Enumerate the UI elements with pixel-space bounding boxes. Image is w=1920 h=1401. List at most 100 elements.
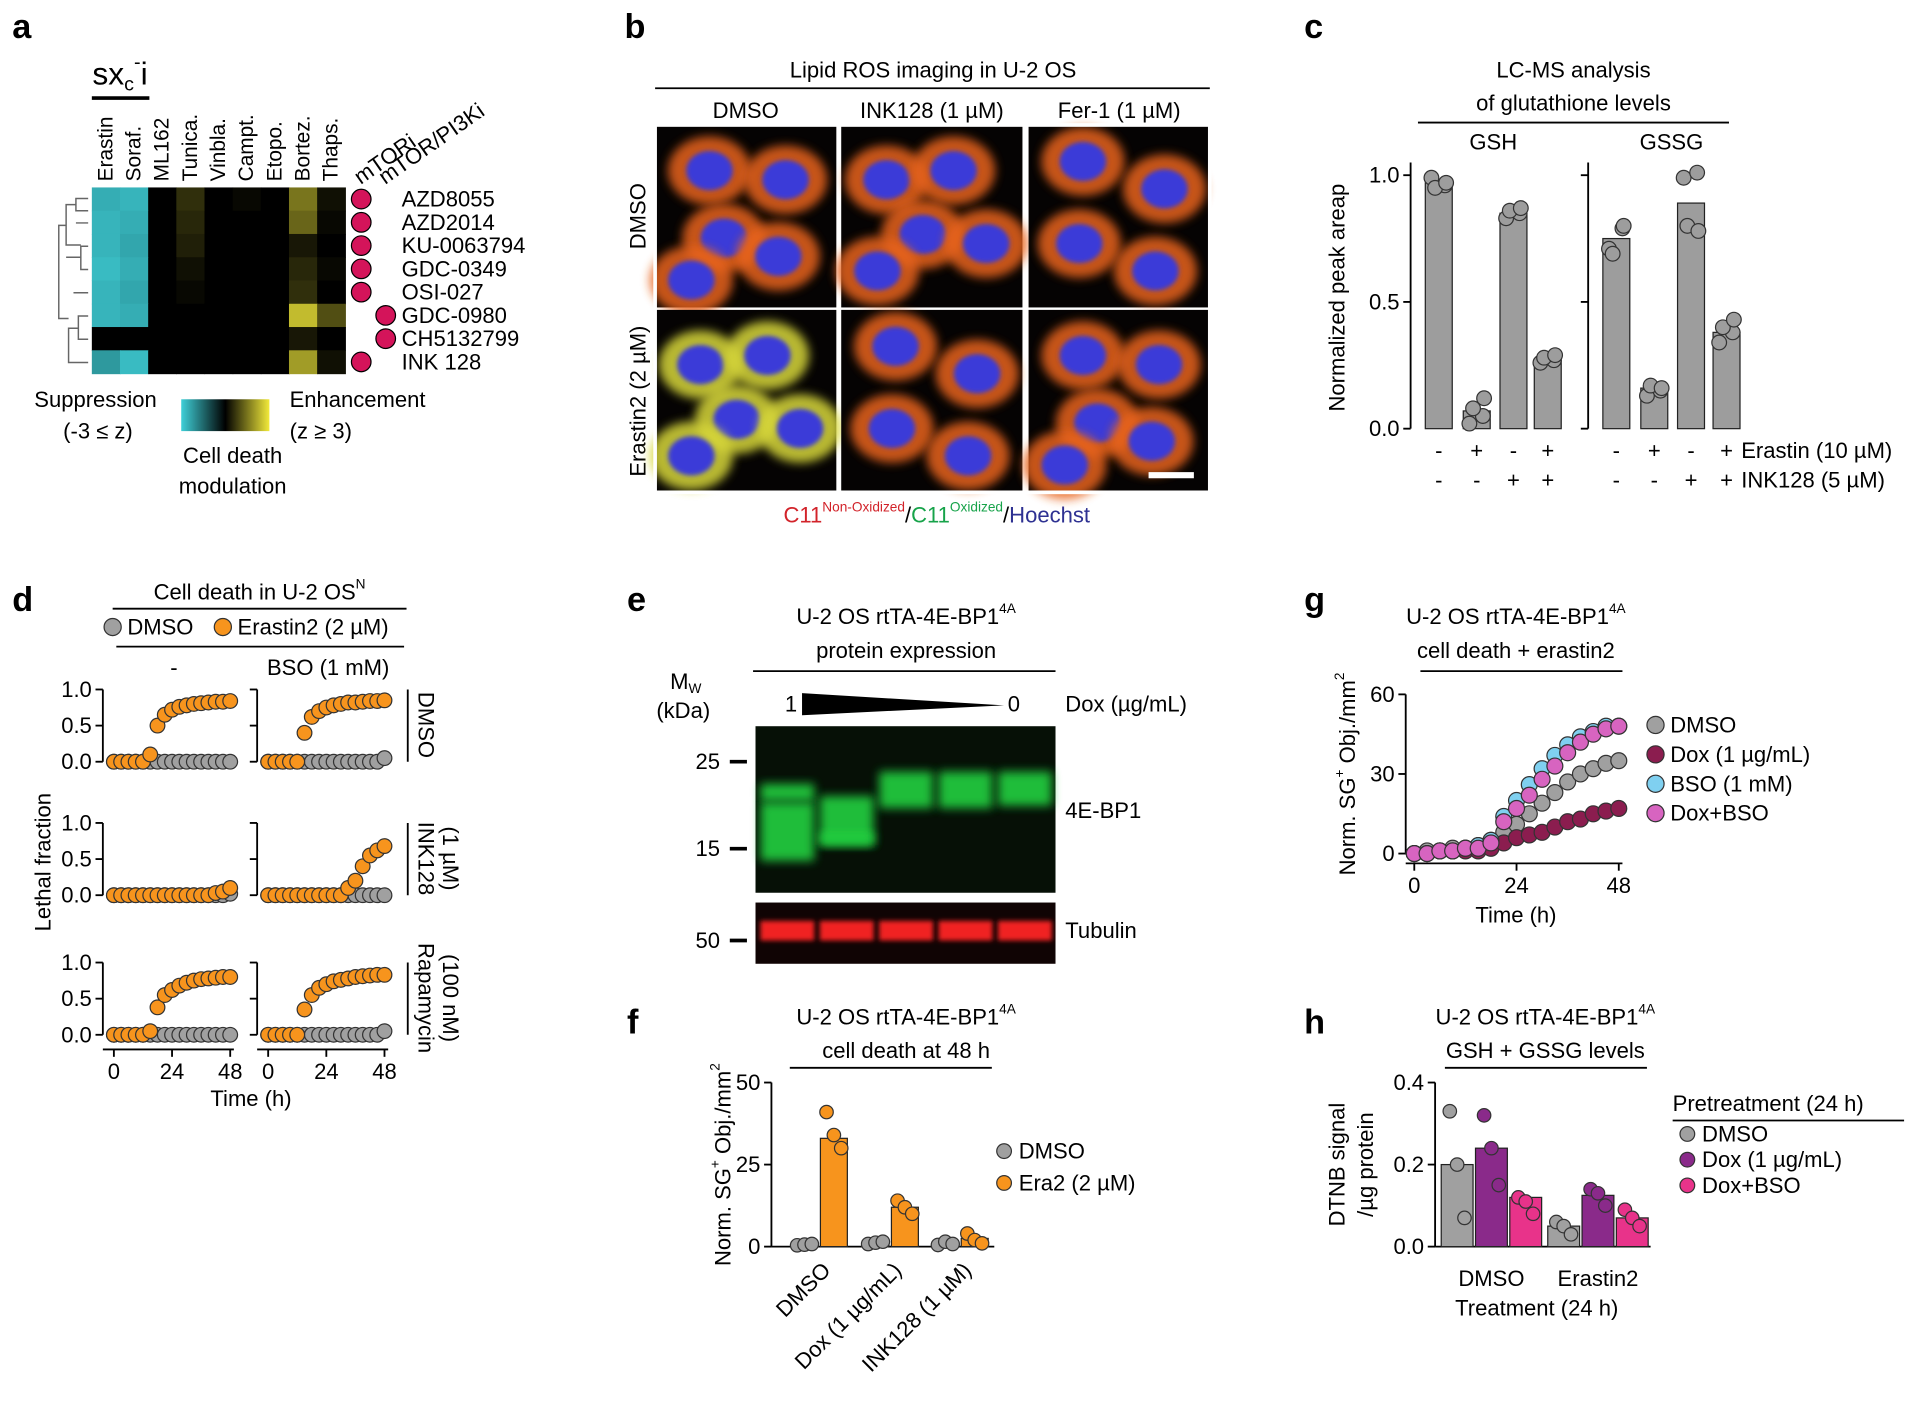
mw-marker: 15 bbox=[695, 836, 720, 861]
row-label: Erastin2 (2 µM) bbox=[625, 326, 650, 477]
mw-label: MW bbox=[670, 668, 701, 695]
legend-label: Dox (1 µg/mL) bbox=[1670, 742, 1810, 767]
heatmap-cell bbox=[317, 280, 346, 305]
y-tick-label: 0.0 bbox=[61, 1022, 92, 1047]
row-label: Rapamycin bbox=[414, 943, 439, 1053]
y-axis-label: /µg protein bbox=[1353, 1112, 1378, 1217]
text-segment: i bbox=[141, 56, 148, 92]
data-point bbox=[1632, 1218, 1647, 1234]
cells bbox=[649, 321, 842, 491]
data-point bbox=[222, 880, 239, 896]
micrograph bbox=[835, 124, 1028, 308]
nucleus bbox=[762, 160, 809, 200]
text-segment: Obj./mm bbox=[1334, 680, 1359, 769]
row-label: CH5132799 bbox=[402, 326, 520, 351]
heatmap-cell bbox=[204, 210, 234, 235]
nucleus bbox=[1059, 335, 1107, 376]
data-point bbox=[974, 1235, 990, 1251]
heatmap-cell bbox=[317, 233, 346, 258]
condition-sign: + bbox=[1648, 438, 1661, 463]
nucleus bbox=[668, 260, 715, 300]
cells bbox=[1023, 321, 1201, 500]
row-label: DMSO bbox=[414, 692, 439, 758]
x-tick-label: 48 bbox=[372, 1059, 397, 1084]
condition-sign: + bbox=[1720, 468, 1733, 493]
nucleus bbox=[1132, 251, 1179, 291]
text-segment: - bbox=[134, 52, 141, 74]
condition-sign: - bbox=[1687, 438, 1694, 463]
mw-unit: (kDa) bbox=[656, 698, 710, 723]
micrograph bbox=[1028, 124, 1210, 308]
heatmap-cell bbox=[91, 327, 121, 351]
band bbox=[997, 920, 1052, 941]
heatmap-cell bbox=[260, 303, 290, 328]
cells bbox=[850, 312, 1019, 491]
class-dot bbox=[350, 188, 372, 210]
data-point bbox=[945, 1236, 960, 1252]
class-dot bbox=[350, 235, 372, 257]
panel-label: e bbox=[627, 581, 646, 619]
heatmap-cell bbox=[120, 233, 149, 258]
y-axis-label: Lethal fraction bbox=[30, 793, 55, 931]
heatmap-cell bbox=[260, 327, 290, 351]
colorbar-label: Suppression bbox=[34, 387, 156, 412]
group-label: GSSG bbox=[1640, 130, 1704, 155]
heatmap-cell bbox=[288, 187, 318, 212]
legend-label: Erastin2 (2 µM) bbox=[238, 615, 389, 640]
condition-sign: - bbox=[1435, 438, 1442, 463]
row-label: GDC-0980 bbox=[402, 303, 507, 328]
text-segment: U-2 OS rtTA-4E-BP1 bbox=[1436, 1004, 1639, 1029]
data-point bbox=[1533, 794, 1551, 812]
heatmap-cell bbox=[288, 350, 318, 375]
text-segment: C11 bbox=[783, 502, 822, 527]
heatmap-cell bbox=[317, 350, 346, 375]
data-point bbox=[1518, 1194, 1534, 1209]
y-tick-label: 25 bbox=[736, 1152, 761, 1177]
text-segment: / bbox=[1003, 502, 1010, 527]
text-segment: U-2 OS rtTA-4E-BP1 bbox=[1406, 604, 1609, 629]
heatmap-cell bbox=[120, 280, 149, 305]
heatmap-cell bbox=[288, 210, 318, 235]
class-dot bbox=[350, 351, 372, 373]
heatmap-cell bbox=[204, 303, 234, 328]
heatmap-cell bbox=[288, 327, 318, 351]
data-point bbox=[1679, 1177, 1696, 1194]
text-segment: Oxidized bbox=[950, 499, 1003, 514]
legend-label: Dox (1 µg/mL) bbox=[1702, 1147, 1842, 1172]
panel-label: c bbox=[1304, 8, 1323, 46]
row-label: KU-0063794 bbox=[402, 233, 526, 258]
data-point bbox=[1590, 1185, 1606, 1201]
legend-label: Era2 (2 µM) bbox=[1019, 1170, 1136, 1195]
data-point bbox=[1690, 222, 1707, 239]
bar bbox=[1474, 1147, 1508, 1248]
heatmap-cell bbox=[176, 350, 206, 375]
legend-label: Dox+BSO bbox=[1670, 801, 1769, 826]
condition-sign: + bbox=[1470, 438, 1483, 463]
nucleus bbox=[713, 399, 760, 439]
data-point bbox=[1610, 799, 1628, 818]
nucleus bbox=[755, 236, 802, 276]
y-tick-label: 0.0 bbox=[1369, 416, 1400, 441]
y-tick-label: 1.0 bbox=[61, 677, 92, 702]
data-point bbox=[1484, 1140, 1499, 1156]
data-point bbox=[222, 753, 239, 770]
heatmap-cell bbox=[317, 210, 346, 235]
data-point bbox=[354, 858, 371, 875]
condition-sign: + bbox=[1720, 438, 1733, 463]
data-point bbox=[1571, 733, 1590, 751]
chart-title: Cell death in U-2 OSN bbox=[154, 577, 366, 605]
nucleus bbox=[1128, 421, 1176, 461]
micrograph bbox=[841, 309, 1023, 493]
heatmap-cell bbox=[120, 303, 149, 328]
data-point bbox=[1563, 1226, 1579, 1242]
condition-sign: - bbox=[1473, 468, 1480, 493]
data-point bbox=[1646, 803, 1665, 823]
data-point bbox=[1476, 390, 1493, 407]
y-tick-label: 0.5 bbox=[61, 847, 92, 872]
data-point bbox=[1520, 786, 1538, 804]
nucleus bbox=[854, 251, 901, 291]
data-point bbox=[1495, 813, 1513, 831]
y-tick-label: 1.0 bbox=[61, 810, 92, 835]
y-axis-label: DTNB signal bbox=[1325, 1103, 1350, 1227]
row-label: AZD2014 bbox=[402, 210, 495, 235]
